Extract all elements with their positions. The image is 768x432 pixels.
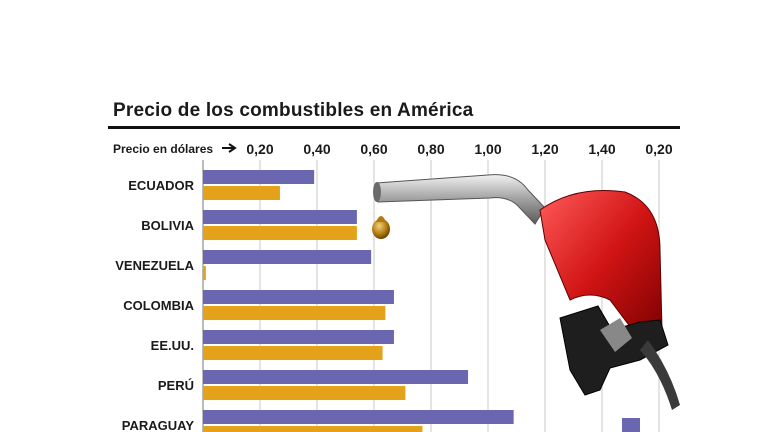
bar-series-2 (203, 266, 206, 280)
category-label: COLOMBIA (123, 298, 194, 313)
oil-drop-icon (372, 219, 390, 239)
bar-series-1 (203, 330, 394, 344)
nozzle-tip (373, 182, 381, 202)
nozzle-handle (539, 189, 663, 342)
category-labels: ECUADOR BOLIVIA VENEZUELA COLOMBIA EE.UU. PER… (115, 178, 194, 432)
x-tick-label: 0,20 (246, 141, 273, 157)
title-rule (108, 126, 680, 129)
category-label: PERÚ (158, 378, 194, 393)
category-label: ECUADOR (128, 178, 194, 193)
category-label: BOLIVIA (141, 218, 194, 233)
x-axis-arrow-icon (222, 143, 237, 153)
x-tick-label: 1,00 (474, 141, 501, 157)
x-tick-label: 0,80 (417, 141, 444, 157)
x-tick-label: 0,40 (303, 141, 330, 157)
bar-series-1 (203, 410, 514, 424)
category-label: EE.UU. (151, 338, 194, 353)
bar-series-1 (203, 170, 315, 184)
x-tick-labels: 0,20 0,40 0,60 0,80 1,00 1,20 1,40 0,20 (246, 141, 672, 157)
category-label: VENEZUELA (115, 258, 194, 273)
bar-series-2 (203, 346, 383, 360)
category-label: PARAGUAY (122, 418, 195, 432)
x-tick-label: 0,60 (360, 141, 387, 157)
bar-series-1 (203, 210, 357, 224)
bar-series-2 (203, 306, 386, 320)
partial-bar (622, 418, 640, 432)
x-tick-label: 1,40 (588, 141, 615, 157)
nozzle-spout (375, 174, 546, 225)
nozzle-guard (600, 318, 632, 352)
x-tick-label: 0,20 (645, 141, 672, 157)
hose (640, 340, 680, 410)
bar-series-1 (203, 290, 394, 304)
x-tick-label: 1,20 (531, 141, 558, 157)
bar-series-2 (203, 226, 357, 240)
bar-series-2 (203, 186, 280, 200)
bar-series-2 (203, 426, 423, 432)
x-axis-label: Precio en dólares (113, 142, 213, 156)
fuel-nozzle-illustration (372, 174, 680, 432)
bar-series-2 (203, 386, 406, 400)
bars (203, 170, 514, 432)
chart-title: Precio de los combustibles en América (113, 100, 474, 121)
bar-series-1 (203, 370, 469, 384)
bar-series-1 (203, 250, 372, 264)
